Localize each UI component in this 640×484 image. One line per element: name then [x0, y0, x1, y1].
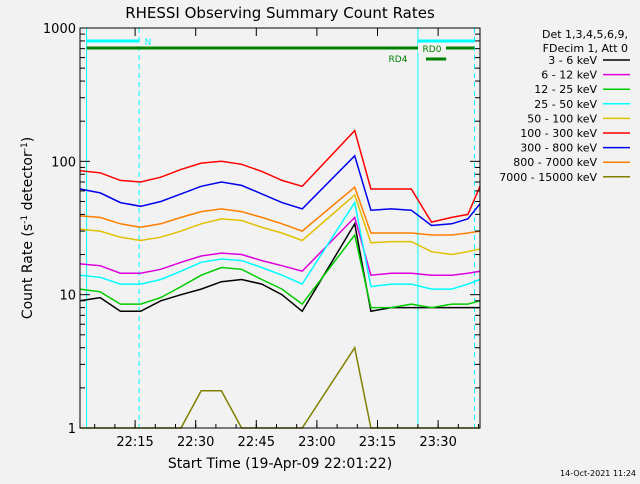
annotation-label-3: RD4	[389, 55, 408, 65]
x-tick-label-0: 22:15	[116, 435, 153, 450]
y-label-part: Count Rate (s	[20, 224, 36, 319]
y-label-part: -1	[20, 215, 30, 224]
legend-label-2: 12 - 25 keV	[534, 83, 597, 96]
y-tick-label-1: 10	[59, 289, 76, 304]
x-tick-label-5: 23:30	[419, 435, 456, 450]
x-tick-label-2: 22:45	[238, 435, 275, 450]
y-tick-label-2: 100	[51, 155, 76, 170]
axes: 22:15 22:30 22:45 23:00 23:15 23:30 1 10 100 1000	[43, 22, 480, 450]
legend-label-5: 100 - 300 keV	[520, 127, 597, 140]
legend-header-0: Det 1,3,4,5,6,9,	[542, 28, 628, 41]
n-label-bg	[143, 36, 153, 46]
x-axis-label: Start Time (19-Apr-09 22:01:22)	[168, 456, 392, 472]
series-line-3	[79, 200, 481, 290]
series-line-1	[79, 215, 481, 277]
x-tick-label-1: 22:30	[177, 435, 214, 450]
legend-label-0: 3 - 6 keV	[548, 54, 597, 67]
footer-date: 14-Oct-2021 11:24	[560, 469, 636, 478]
legend-label-3: 25 - 50 keV	[534, 98, 597, 111]
plot-frame	[79, 27, 481, 429]
y-axis-label-text: Count Rate (s-1 detector-1)	[20, 137, 36, 319]
legend-label-4: 50 - 100 keV	[527, 112, 597, 125]
legend: Det 1,3,4,5,6,9,FDecim 1, Att 03 - 6 keV…	[499, 28, 630, 184]
series-line-7	[79, 185, 481, 236]
legend-header-1: FDecim 1, Att 0	[543, 42, 628, 55]
y-label-part: detector	[20, 151, 36, 215]
rd0-label-bg	[418, 43, 446, 53]
legend-label-1: 6 - 12 keV	[541, 69, 597, 82]
annotation-lines: N RD0 RD4	[86, 28, 475, 428]
legend-label-8: 7000 - 15000 keV	[499, 171, 597, 184]
y-tick-label-0: 1	[68, 422, 76, 437]
series-line-2	[79, 233, 481, 309]
series-line-4	[79, 193, 481, 256]
y-label-part: -1	[20, 142, 30, 151]
y-label-part: )	[20, 137, 36, 142]
y-axis-label: Count Rate (s-1 detector-1)	[20, 137, 36, 319]
series-line-5	[79, 129, 481, 223]
annotation-label-2: RD0	[423, 45, 442, 55]
legend-label-7: 800 - 7000 keV	[513, 156, 597, 169]
legend-label-6: 300 - 800 keV	[520, 142, 597, 155]
x-tick-label-3: 23:00	[298, 435, 335, 450]
chart-title: RHESSI Observing Summary Count Rates	[125, 4, 435, 22]
x-tick-label-4: 23:15	[359, 435, 396, 450]
y-tick-label-3: 1000	[43, 22, 76, 37]
series-line-6	[79, 154, 481, 227]
annotation-label-0: N	[145, 38, 152, 48]
